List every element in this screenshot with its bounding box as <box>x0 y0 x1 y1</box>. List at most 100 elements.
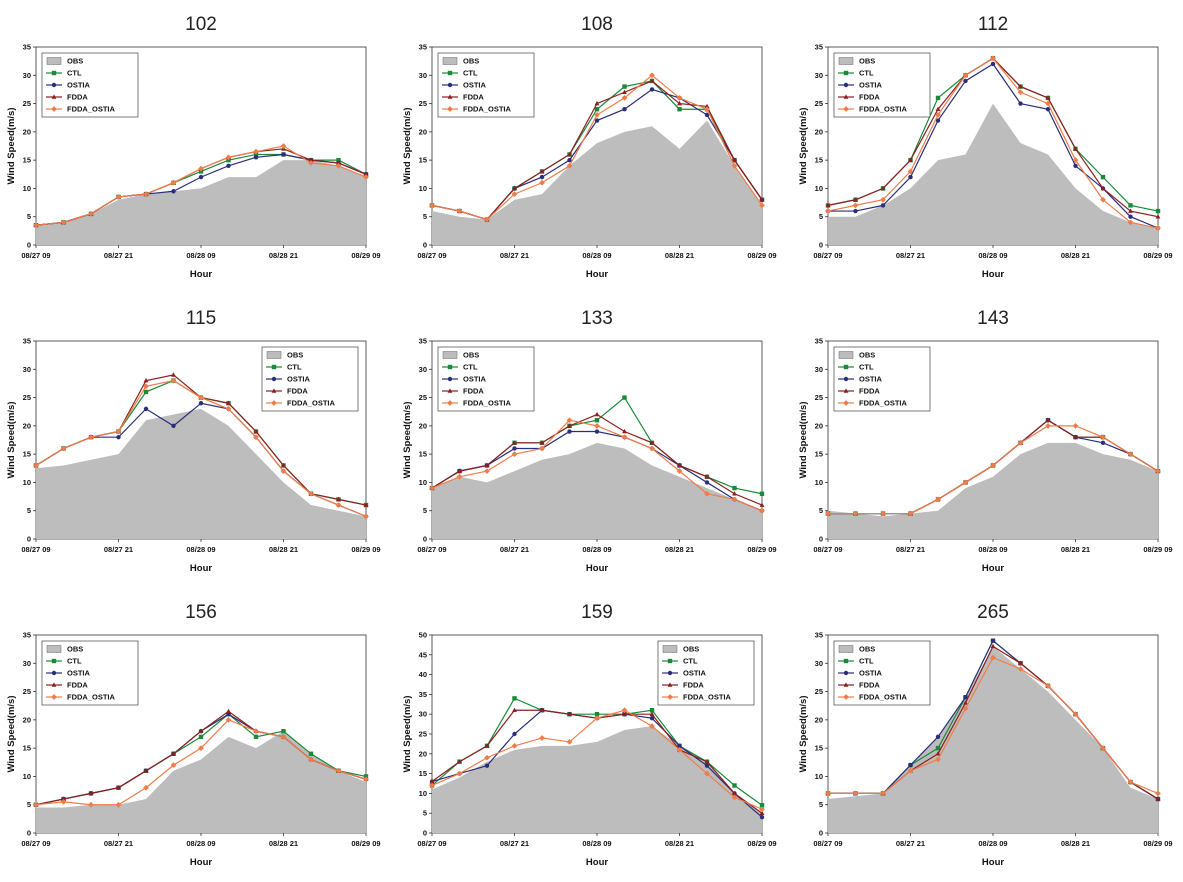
x-tick-label: 08/28 21 <box>1061 839 1090 848</box>
y-axis-label: Wind Speed(m/s) <box>798 402 809 479</box>
x-tick-label: 08/27 21 <box>896 251 925 260</box>
legend-label-FDDA_OSTIA: FDDA_OSTIA <box>287 399 336 408</box>
series-area-OBS <box>828 103 1158 245</box>
point-FDDA_OSTIA <box>759 507 765 514</box>
y-axis-label: Wind Speed(m/s) <box>798 696 809 773</box>
point-FDDA <box>759 197 765 202</box>
point-FDDA_OSTIA <box>621 707 628 714</box>
point-CTL <box>759 803 765 808</box>
point-FDDA_OSTIA <box>484 754 490 761</box>
chart-svg: 102 0 5 10 15 20 25 30 35 08/27 09 08/27 21 08/28 0… <box>6 14 381 280</box>
point-OSTIA <box>567 429 572 434</box>
point-OSTIA <box>198 401 204 406</box>
x-tick-label: 08/29 09 <box>351 839 380 848</box>
point-FDDA <box>457 759 462 764</box>
point-FDDA_OSTIA <box>1072 422 1079 429</box>
y-tick-label: 10 <box>23 478 31 487</box>
point-FDDA <box>935 751 941 756</box>
point-FDDA_OSTIA <box>594 112 600 118</box>
point-OSTIA <box>143 406 149 412</box>
y-axis-label: Wind Speed(m/s) <box>402 696 413 773</box>
point-FDDA_OSTIA <box>225 154 232 161</box>
legend-label-OSTIA: OSTIA <box>67 669 91 678</box>
x-tick-label: 08/27 09 <box>813 251 842 260</box>
point-FDDA_OSTIA <box>990 462 996 469</box>
x-tick-label: 08/28 21 <box>1061 251 1090 260</box>
legend-swatch-OBS <box>838 57 854 65</box>
y-tick-label: 25 <box>419 393 427 402</box>
legend-label-CTL: CTL <box>683 657 698 666</box>
legend-label-FDDA_OSTIA: FDDA_OSTIA <box>67 105 116 114</box>
legend-label-CTL: CTL <box>463 69 478 78</box>
point-FDDA_OSTIA <box>759 202 765 209</box>
point-FDDA_OSTIA <box>335 767 342 774</box>
point-FDDA_OSTIA <box>1072 157 1079 164</box>
x-tick-label: 08/27 21 <box>500 545 529 554</box>
point-CTL <box>594 107 600 112</box>
point-OSTIA <box>1128 214 1133 219</box>
point-FDDA_OSTIA <box>907 168 914 175</box>
x-tick-label: 08/27 21 <box>500 251 529 260</box>
point-FDDA <box>88 790 94 796</box>
x-axis-label: Hour <box>982 857 1004 868</box>
point-FDDA_OSTIA <box>1017 89 1024 96</box>
series-area-OBS <box>432 726 762 833</box>
y-tick-label: 35 <box>23 337 31 346</box>
y-tick-label: 15 <box>23 744 31 753</box>
y-tick-label: 15 <box>815 156 823 165</box>
point-CTL <box>198 734 204 740</box>
point-FDDA <box>363 502 369 507</box>
point-FDDA_OSTIA <box>594 422 600 429</box>
y-tick-label: 20 <box>815 127 823 136</box>
x-tick-label: 08/27 09 <box>417 839 446 848</box>
legend-marker-FDDA <box>843 94 849 99</box>
x-tick-label: 08/28 21 <box>269 251 298 260</box>
point-FDDA_OSTIA <box>704 770 710 777</box>
point-FDDA <box>512 707 517 712</box>
legend-marker-FDDA_OSTIA <box>843 694 849 700</box>
point-FDDA_OSTIA <box>990 55 996 62</box>
point-FDDA <box>704 103 710 109</box>
y-tick-label: 20 <box>23 127 31 136</box>
legend-marker-OSTIA <box>447 82 453 88</box>
y-tick-label: 35 <box>23 43 31 52</box>
legend-swatch-OBS <box>46 57 62 65</box>
point-FDDA_OSTIA <box>566 162 573 169</box>
y-tick-label: 0 <box>819 535 823 544</box>
legend-label-OBS: OBS <box>859 57 875 66</box>
point-FDDA <box>484 462 490 468</box>
point-FDDA_OSTIA <box>1045 100 1051 107</box>
point-FDDA_OSTIA <box>731 162 738 169</box>
y-tick-label: 40 <box>419 670 427 679</box>
legend-marker-OSTIA <box>843 670 849 676</box>
legend-marker-CTL <box>447 364 453 370</box>
point-FDDA_OSTIA <box>33 222 39 229</box>
y-tick-label: 20 <box>23 715 31 724</box>
x-tick-label: 08/28 21 <box>665 251 694 260</box>
y-tick-label: 20 <box>419 127 427 136</box>
y-tick-label: 5 <box>27 800 31 809</box>
point-FDDA <box>1073 434 1078 439</box>
legend-marker-FDDA <box>447 388 453 393</box>
series-area-OBS <box>432 120 762 245</box>
point-OSTIA <box>1045 107 1051 112</box>
y-tick-label: 30 <box>419 710 427 719</box>
legend-swatch-OBS <box>266 351 282 359</box>
point-FDDA <box>704 474 710 479</box>
legend-marker-FDDA_OSTIA <box>271 400 277 406</box>
x-tick-label: 08/28 21 <box>269 839 298 848</box>
y-tick-label: 5 <box>819 506 823 515</box>
point-FDDA_OSTIA <box>511 191 518 197</box>
legend: OBS CTL OSTIA FDDA FDDA_OSTIA <box>437 346 535 412</box>
legend-label-FDDA_OSTIA: FDDA_OSTIA <box>463 105 512 114</box>
point-CTL <box>594 712 600 717</box>
chart-panel-265: 265 0 5 10 15 20 25 30 35 08/27 09 08/27 21 08/28 0… <box>792 588 1183 882</box>
y-tick-label: 25 <box>815 99 823 108</box>
legend-label-FDDA_OSTIA: FDDA_OSTIA <box>859 399 908 408</box>
point-FDDA_OSTIA <box>363 513 369 520</box>
legend-marker-FDDA_OSTIA <box>843 106 849 112</box>
legend-swatch-OBS <box>442 351 458 359</box>
point-FDDA_OSTIA <box>704 490 710 497</box>
legend-label-FDDA_OSTIA: FDDA_OSTIA <box>683 693 732 702</box>
point-FDDA_OSTIA <box>852 202 859 209</box>
